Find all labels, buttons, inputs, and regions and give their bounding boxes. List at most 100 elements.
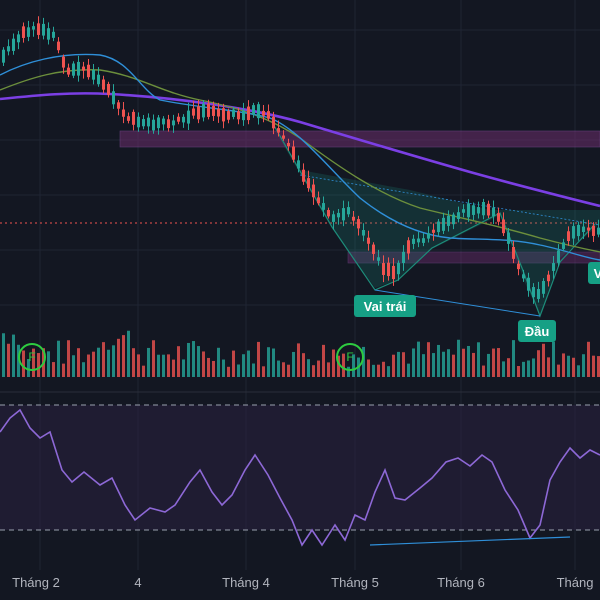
- x-tick-label: 4: [134, 575, 141, 590]
- right-shoulder-label: V: [588, 262, 600, 284]
- volume-bar: [27, 359, 30, 377]
- candle-body: [87, 64, 90, 78]
- candle-body: [17, 34, 20, 43]
- candle-body: [27, 27, 30, 37]
- volume-bar: [567, 355, 570, 377]
- candle-body: [97, 74, 100, 85]
- candle-body: [387, 262, 390, 277]
- candle-body: [277, 128, 280, 133]
- volume-bar: [122, 335, 125, 377]
- candle-body: [567, 231, 570, 241]
- candle-body: [497, 213, 500, 222]
- candle-body: [572, 226, 575, 239]
- candle-body: [117, 102, 120, 109]
- candle-body: [122, 109, 125, 117]
- candle-body: [347, 207, 350, 215]
- volume-bar: [182, 359, 185, 377]
- left-shoulder-label-box: [354, 295, 416, 317]
- volume-bar: [247, 350, 250, 377]
- volume-bar: [402, 352, 405, 377]
- candle-body: [367, 237, 370, 244]
- volume-bar: [547, 357, 550, 377]
- candle-body: [452, 214, 455, 225]
- volume-bar: [482, 365, 485, 377]
- volume-bar: [167, 354, 170, 377]
- candles: [2, 16, 600, 304]
- volume-bar: [227, 366, 230, 377]
- volume-bar: [372, 364, 375, 377]
- candle-body: [437, 221, 440, 233]
- candle-body: [112, 91, 115, 105]
- candle-body: [67, 67, 70, 75]
- candle-body: [407, 240, 410, 254]
- candle-body: [492, 207, 495, 217]
- volume-bar: [57, 340, 60, 377]
- volume-bar: [202, 351, 205, 377]
- volume-bar: [102, 342, 105, 377]
- volume-bar: [562, 353, 565, 377]
- volume-bar: [37, 353, 40, 377]
- rsi-line: [0, 408, 600, 547]
- candle-body: [507, 232, 510, 244]
- volume-bar: [2, 333, 5, 377]
- candle-body: [172, 120, 175, 126]
- candle-body: [442, 217, 445, 231]
- candle-body: [412, 238, 415, 244]
- candle-body: [162, 118, 165, 125]
- candle-body: [432, 229, 435, 233]
- volume-bar: [272, 348, 275, 377]
- candle-body: [312, 184, 315, 198]
- volume-bar: [282, 362, 285, 377]
- volume-bar: [292, 351, 295, 377]
- volume-bar: [12, 334, 15, 377]
- volume-bar: [427, 342, 430, 377]
- volume-bar: [352, 354, 355, 377]
- candle-body: [22, 26, 25, 38]
- volume-bar: [232, 350, 235, 377]
- volume-bar: [72, 355, 75, 377]
- candle-body: [297, 160, 300, 169]
- candle-body: [477, 207, 480, 214]
- candle-body: [257, 104, 260, 119]
- volume-bar: [392, 354, 395, 377]
- volume-bar: [572, 357, 575, 377]
- volume-bar: [287, 364, 290, 377]
- volume-bar: [557, 364, 560, 377]
- volume-bar: [397, 351, 400, 377]
- volume-bar: [162, 354, 165, 377]
- candle-body: [537, 288, 540, 299]
- volume-bar: [462, 348, 465, 377]
- volume-bar: [492, 348, 495, 377]
- ma-slow-line: [0, 92, 600, 208]
- candle-body: [302, 169, 305, 182]
- candle-body: [517, 263, 520, 270]
- volume-bar: [327, 362, 330, 377]
- candle-body: [392, 265, 395, 280]
- volume-bar: [592, 355, 595, 377]
- rsi-band: [0, 405, 600, 530]
- earnings-badge: F: [18, 343, 46, 371]
- candle-body: [577, 224, 580, 237]
- candle-body: [52, 31, 55, 38]
- candle-body: [287, 142, 290, 147]
- volume-bar: [507, 358, 510, 377]
- pattern-outline: [271, 121, 596, 318]
- neckline: [299, 174, 600, 226]
- candle-body: [222, 108, 225, 122]
- head-label-box: [518, 320, 556, 342]
- candle-body: [77, 61, 80, 76]
- candle-body: [152, 119, 155, 131]
- volume-bar: [467, 345, 470, 377]
- volume-bar: [512, 340, 515, 377]
- x-tick-label: Tháng 5: [331, 575, 379, 590]
- candle-body: [37, 23, 40, 35]
- candle-body: [427, 233, 430, 239]
- candle-body: [157, 117, 160, 129]
- candle-body: [337, 212, 340, 218]
- candle-body: [182, 116, 185, 123]
- volume-bar: [582, 354, 585, 377]
- candle-body: [522, 274, 525, 279]
- support-zone: [347, 251, 600, 264]
